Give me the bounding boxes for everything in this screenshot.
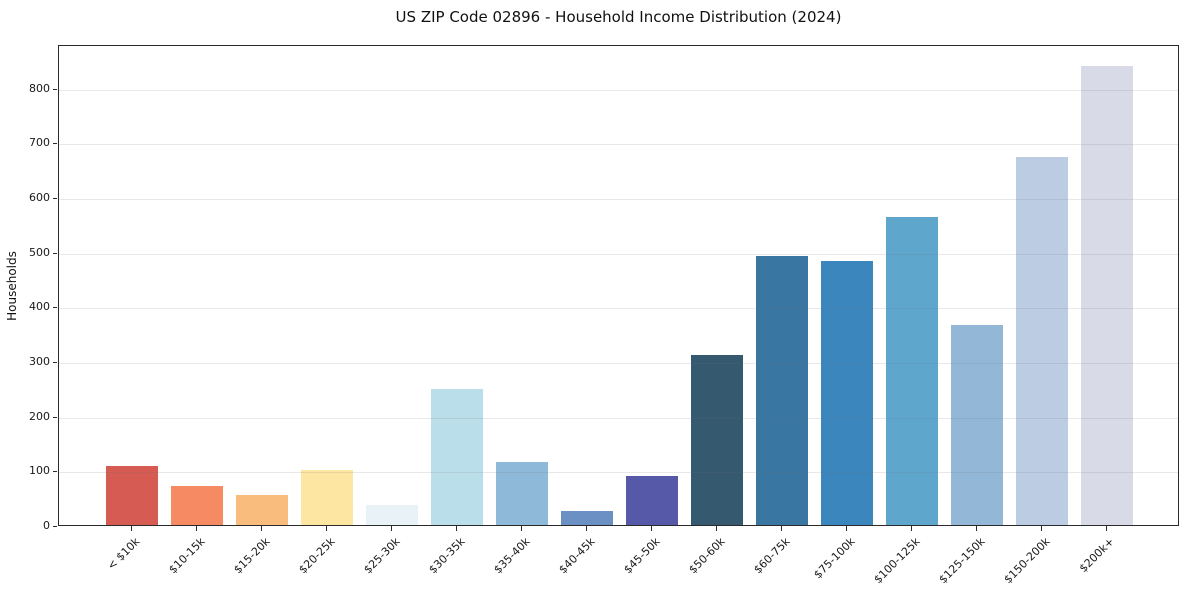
y-tick-mark-0 xyxy=(53,526,57,527)
bar-60-75k xyxy=(756,256,808,525)
x-tick-label-6: $35-40k xyxy=(490,535,533,577)
bar-125-150k xyxy=(951,325,1003,525)
x-tick-mark-0 xyxy=(131,526,132,531)
bar-75-100k xyxy=(821,261,873,525)
x-tick-label-4: $25-30k xyxy=(360,535,403,577)
gridline-y-200 xyxy=(59,418,1178,419)
plot-area xyxy=(58,45,1179,526)
y-tick-mark-700 xyxy=(53,143,57,144)
x-tick-mark-1 xyxy=(196,526,197,531)
bar-50-60k xyxy=(691,355,743,525)
x-tick-mark-3 xyxy=(326,526,327,531)
x-tick-mark-9 xyxy=(716,526,717,531)
gridline-y-800 xyxy=(59,90,1178,91)
y-tick-mark-500 xyxy=(53,253,57,254)
bar-40-45k xyxy=(561,511,613,525)
x-tick-label-2: $15-20k xyxy=(230,535,273,577)
bar-100-125k xyxy=(886,217,938,525)
x-tick-label-1: $10-15k xyxy=(165,535,208,577)
x-tick-label-10: $60-75k xyxy=(750,535,793,577)
y-tick-mark-300 xyxy=(53,362,57,363)
y-tick-label-500: 500 xyxy=(29,246,50,259)
x-tick-mark-11 xyxy=(846,526,847,531)
x-tick-label-5: $30-35k xyxy=(425,535,468,577)
x-tick-mark-8 xyxy=(651,526,652,531)
y-tick-label-300: 300 xyxy=(29,355,50,368)
y-tick-label-600: 600 xyxy=(29,191,50,204)
y-tick-label-700: 700 xyxy=(29,136,50,149)
x-tick-mark-12 xyxy=(911,526,912,531)
gridline-y-600 xyxy=(59,199,1178,200)
x-tick-label-7: $40-45k xyxy=(555,535,598,577)
x-tick-mark-6 xyxy=(521,526,522,531)
x-tick-label-0: < $10k xyxy=(104,535,143,573)
bar-150-200k xyxy=(1016,157,1068,525)
x-tick-mark-13 xyxy=(976,526,977,531)
y-tick-label-400: 400 xyxy=(29,300,50,313)
x-tick-label-14: $150-200k xyxy=(1001,535,1053,587)
x-tick-mark-4 xyxy=(391,526,392,531)
y-tick-mark-100 xyxy=(53,471,57,472)
bar-10k xyxy=(106,466,158,525)
y-tick-mark-400 xyxy=(53,307,57,308)
x-tick-label-11: $75-100k xyxy=(810,535,858,582)
x-tick-mark-15 xyxy=(1106,526,1107,531)
y-tick-label-0: 0 xyxy=(43,519,50,532)
x-tick-label-13: $125-150k xyxy=(936,535,988,587)
y-tick-mark-800 xyxy=(53,89,57,90)
bar-25-30k xyxy=(366,505,418,525)
x-tick-mark-2 xyxy=(261,526,262,531)
y-tick-label-100: 100 xyxy=(29,464,50,477)
bar-15-20k xyxy=(236,495,288,525)
x-tick-label-12: $100-125k xyxy=(871,535,923,587)
gridline-y-500 xyxy=(59,254,1178,255)
gridline-y-100 xyxy=(59,472,1178,473)
x-tick-mark-14 xyxy=(1041,526,1042,531)
y-tick-mark-200 xyxy=(53,417,57,418)
gridline-y-300 xyxy=(59,363,1178,364)
y-tick-label-800: 800 xyxy=(29,82,50,95)
y-tick-mark-600 xyxy=(53,198,57,199)
bar-35-40k xyxy=(496,462,548,525)
y-tick-label-200: 200 xyxy=(29,410,50,423)
gridline-y-400 xyxy=(59,308,1178,309)
x-tick-label-3: $20-25k xyxy=(295,535,338,577)
x-tick-mark-7 xyxy=(586,526,587,531)
x-tick-mark-5 xyxy=(456,526,457,531)
bar-30-35k xyxy=(431,389,483,525)
x-tick-label-9: $50-60k xyxy=(685,535,728,577)
bar-10-15k xyxy=(171,486,223,525)
bar-20-25k xyxy=(301,470,353,525)
bar-200k xyxy=(1081,66,1133,525)
chart-title: US ZIP Code 02896 - Household Income Dis… xyxy=(395,8,842,26)
x-tick-mark-10 xyxy=(781,526,782,531)
gridline-y-700 xyxy=(59,144,1178,145)
x-tick-label-15: $200k+ xyxy=(1077,535,1118,576)
bar-45-50k xyxy=(626,476,678,525)
x-tick-label-8: $45-50k xyxy=(620,535,663,577)
